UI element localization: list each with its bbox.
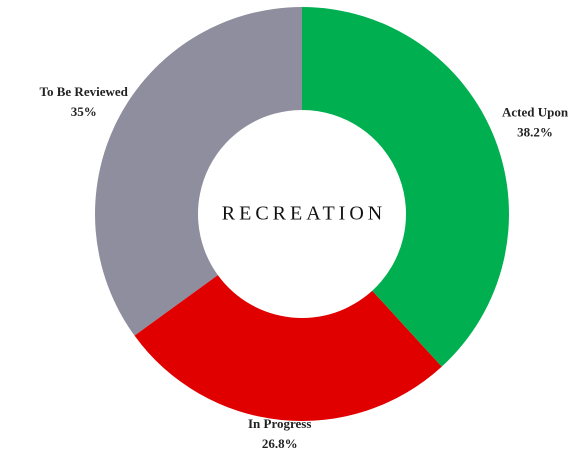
slice-label: Acted Upon — [502, 104, 569, 119]
donut-slice — [95, 7, 302, 336]
slice-value-label: 35% — [71, 104, 97, 119]
donut-slice — [134, 275, 442, 421]
slice-label: To Be Reviewed — [40, 84, 129, 99]
slice-value-label: 38.2% — [517, 124, 553, 139]
chart-title: RECREATION — [222, 203, 386, 225]
donut-slice — [302, 7, 510, 367]
slice-label: In Progress — [248, 416, 311, 431]
slice-value-label: 26.8% — [262, 436, 298, 451]
